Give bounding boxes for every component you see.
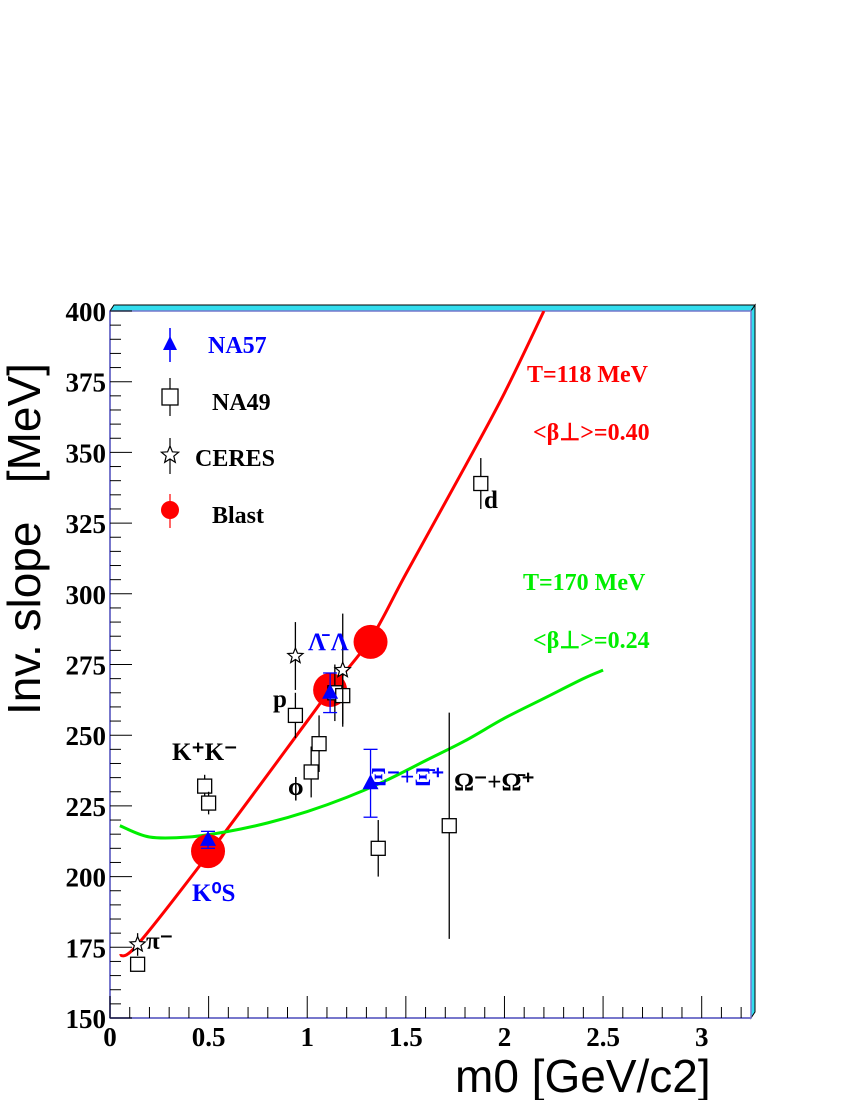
- y-tick-label: 150: [66, 1004, 107, 1034]
- legend-marker-ceres: [159, 438, 181, 474]
- y-tick-label: 400: [66, 297, 107, 327]
- legend-label-na57: NA57: [208, 333, 267, 359]
- data-point-na57: [322, 683, 339, 699]
- legend-label-ceres: CERES: [195, 446, 275, 472]
- x-tick-label: 3: [695, 1022, 709, 1052]
- y-tick-label: 325: [66, 509, 107, 539]
- x-tick-label: 0.5: [192, 1022, 226, 1052]
- red-fit-label-beta: <β⊥>=0.40: [533, 420, 650, 446]
- data-point-na49: [287, 707, 304, 724]
- data-points: [128, 458, 489, 972]
- legend-marker-blast: [161, 494, 179, 528]
- data-point-ceres: [333, 660, 352, 678]
- annotation-lambda: Λ̄ Λ: [308, 629, 349, 656]
- data-point-na57: [200, 830, 217, 846]
- x-axis-title: m0 [GeV/c2]: [455, 1050, 711, 1100]
- y-tick-label: 200: [66, 863, 107, 893]
- y-tick-label: 250: [66, 721, 107, 751]
- x-tick-labels: 0 0.5 1 1.5 2 2.5 3: [103, 1022, 708, 1052]
- x-tick-label: 1.5: [389, 1022, 423, 1052]
- annotation-kaons: K⁺K⁻: [172, 739, 237, 766]
- x-tick-label: 1: [300, 1022, 314, 1052]
- legend-label-blast: Blast: [212, 503, 264, 529]
- fit-curve-green: [119, 668, 604, 840]
- data-point-blast: [353, 624, 388, 659]
- data-point-ceres: [286, 646, 305, 664]
- annotation-omega: Ω⁻+Ω̄⁺: [454, 769, 535, 796]
- data-point-na49: [370, 840, 386, 856]
- data-point-na49: [311, 736, 327, 752]
- green-fit-label-beta: <β⊥>=0.24: [533, 628, 650, 654]
- ticks: [109, 310, 742, 1019]
- y-tick-labels: 150 175 200 225 250 275 300 325 350 375 …: [66, 297, 107, 1034]
- x-tick-label: 2: [498, 1022, 512, 1052]
- legend: NA57 NA49 CERES Blast: [159, 328, 275, 529]
- legend-marker-na57: [163, 328, 177, 362]
- annotation-xi: Ξ⁻+Ξ̄⁺: [370, 764, 445, 791]
- annotation-pi-minus: π⁻: [146, 928, 173, 955]
- fit-curves: [119, 311, 604, 958]
- data-point-ceres: [128, 934, 147, 953]
- x-tick-label: 0: [103, 1022, 117, 1052]
- y-tick-label: 225: [66, 792, 107, 822]
- x-tick-label: 2.5: [586, 1022, 620, 1052]
- data-point-na49: [129, 956, 146, 972]
- data-point-blast: [191, 834, 226, 869]
- data-point-na49: [441, 818, 457, 834]
- data-point-na57: [362, 774, 379, 790]
- annotation-phi: ϕ: [288, 774, 304, 801]
- y-tick-label: 350: [66, 438, 107, 468]
- data-point-na49: [473, 475, 489, 492]
- legend-marker-na49: [161, 378, 179, 416]
- red-fit-label-temperature: T=118 MeV: [527, 362, 649, 388]
- y-tick-label: 275: [66, 651, 107, 681]
- legend-label-na49: NA49: [212, 390, 271, 416]
- data-point-na49: [303, 764, 319, 780]
- annotation-proton: p: [273, 686, 287, 713]
- y-tick-label: 300: [66, 580, 107, 610]
- data-point-na49: [197, 778, 213, 794]
- y-tick-label: 375: [66, 368, 107, 398]
- y-axis-title: Inv. slope [MeV]: [0, 363, 50, 715]
- annotation-deuteron: d: [484, 487, 498, 514]
- data-point-na49: [200, 795, 217, 811]
- frame-top-edge: [109, 304, 756, 312]
- y-tick-label: 175: [66, 933, 107, 963]
- annotation-k0-short: K⁰S: [192, 880, 235, 907]
- plot-frame: [109, 310, 752, 1019]
- fit-curve-red: [119, 311, 546, 958]
- green-fit-label-temperature: T=170 MeV: [523, 570, 646, 596]
